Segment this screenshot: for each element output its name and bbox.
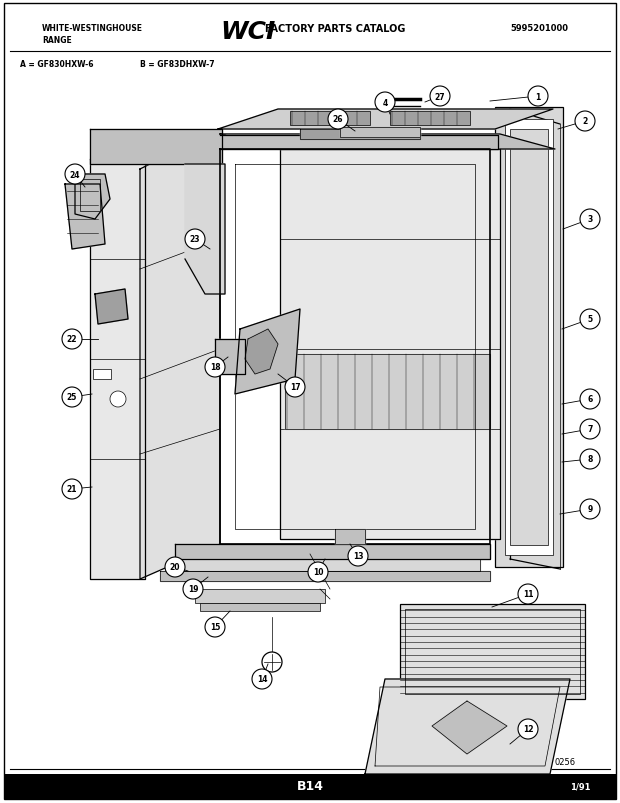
Polygon shape <box>185 165 225 295</box>
Polygon shape <box>218 110 553 130</box>
Text: FACTORY PARTS CATALOG: FACTORY PARTS CATALOG <box>265 24 405 34</box>
Polygon shape <box>300 130 420 140</box>
Polygon shape <box>90 160 145 579</box>
Circle shape <box>308 562 328 582</box>
Bar <box>195 589 325 603</box>
Circle shape <box>518 585 538 604</box>
Text: 0256: 0256 <box>555 757 576 766</box>
Polygon shape <box>340 128 420 138</box>
Polygon shape <box>90 130 222 165</box>
Text: 20: 20 <box>170 563 180 572</box>
Circle shape <box>580 310 600 329</box>
Bar <box>510 130 548 545</box>
Circle shape <box>580 419 600 439</box>
Circle shape <box>580 210 600 230</box>
Polygon shape <box>220 135 555 150</box>
Text: 27: 27 <box>435 92 445 101</box>
Circle shape <box>375 93 395 113</box>
Bar <box>80 180 100 212</box>
Text: 14: 14 <box>257 675 267 683</box>
Text: 1/91: 1/91 <box>570 781 590 790</box>
Text: B = GF83DHXW-7: B = GF83DHXW-7 <box>140 60 215 69</box>
Bar <box>93 369 111 380</box>
Polygon shape <box>280 150 500 540</box>
Circle shape <box>205 618 225 638</box>
Text: A = GF830HXW-6: A = GF830HXW-6 <box>20 60 94 69</box>
Text: 3: 3 <box>587 215 593 224</box>
Text: WCI: WCI <box>220 20 275 44</box>
Text: RANGE: RANGE <box>42 36 72 45</box>
Text: 11: 11 <box>523 589 533 599</box>
Circle shape <box>62 479 82 499</box>
Circle shape <box>262 652 282 672</box>
Circle shape <box>185 230 205 250</box>
Circle shape <box>328 110 348 130</box>
Polygon shape <box>75 175 110 220</box>
Text: 1: 1 <box>536 92 541 101</box>
Circle shape <box>580 450 600 470</box>
Text: 13: 13 <box>353 552 363 560</box>
Circle shape <box>183 579 203 599</box>
Polygon shape <box>65 185 105 250</box>
Circle shape <box>348 546 368 566</box>
Circle shape <box>580 499 600 520</box>
Text: 18: 18 <box>210 363 220 372</box>
Circle shape <box>528 87 548 107</box>
Text: 17: 17 <box>290 383 300 392</box>
Text: 15: 15 <box>210 622 220 632</box>
Bar <box>290 112 370 126</box>
Circle shape <box>285 377 305 397</box>
Text: 5: 5 <box>587 315 593 324</box>
Bar <box>405 609 580 694</box>
Text: 26: 26 <box>333 116 343 124</box>
Polygon shape <box>95 290 128 324</box>
Text: 12: 12 <box>523 724 533 734</box>
Circle shape <box>252 669 272 689</box>
Bar <box>4 774 616 799</box>
Text: WHITE-WESTINGHOUSE: WHITE-WESTINGHOUSE <box>42 24 143 33</box>
Text: 21: 21 <box>67 485 78 494</box>
Polygon shape <box>220 136 498 150</box>
Circle shape <box>62 329 82 349</box>
Bar <box>200 603 320 611</box>
Polygon shape <box>335 529 365 544</box>
Polygon shape <box>175 544 490 560</box>
Polygon shape <box>432 701 507 754</box>
Circle shape <box>205 357 225 377</box>
Bar <box>495 108 563 567</box>
Text: 9: 9 <box>587 505 593 514</box>
Bar <box>390 112 470 126</box>
Polygon shape <box>160 571 490 581</box>
Text: 25: 25 <box>67 393 77 402</box>
Polygon shape <box>245 329 278 374</box>
Text: 7: 7 <box>587 425 593 434</box>
Text: 19: 19 <box>188 585 198 593</box>
Text: B14: B14 <box>296 780 324 793</box>
Text: 8: 8 <box>587 455 593 464</box>
Circle shape <box>575 112 595 132</box>
Polygon shape <box>285 355 490 430</box>
Circle shape <box>165 557 185 577</box>
Polygon shape <box>365 679 570 774</box>
Text: 22: 22 <box>67 335 78 344</box>
Bar <box>505 120 553 556</box>
Text: 23: 23 <box>190 235 200 244</box>
Text: 4: 4 <box>383 99 388 108</box>
Polygon shape <box>175 560 480 571</box>
Circle shape <box>65 165 85 185</box>
Bar <box>400 604 585 699</box>
Circle shape <box>580 389 600 410</box>
Text: 10: 10 <box>312 568 323 577</box>
Circle shape <box>62 388 82 407</box>
Circle shape <box>518 719 538 739</box>
Polygon shape <box>215 340 245 374</box>
Text: 24: 24 <box>70 170 80 179</box>
Text: 6: 6 <box>587 395 593 404</box>
Circle shape <box>430 87 450 107</box>
Polygon shape <box>235 310 300 394</box>
Circle shape <box>110 392 126 407</box>
Text: 5995201000: 5995201000 <box>510 24 568 33</box>
Polygon shape <box>140 130 220 579</box>
Text: 2: 2 <box>582 117 588 126</box>
